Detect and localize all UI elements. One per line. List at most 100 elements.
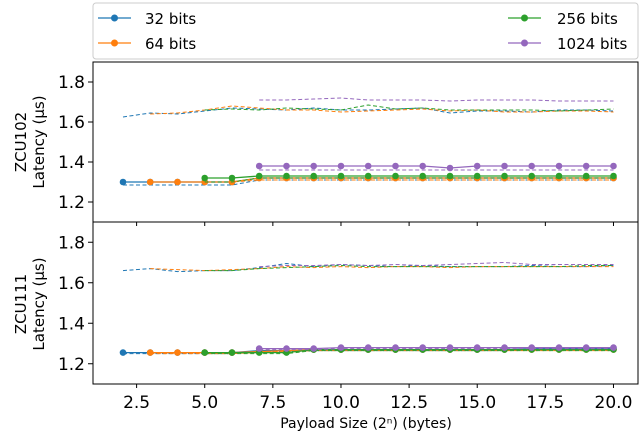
- legend-marker-1024-bits: [521, 39, 528, 47]
- panel-zcu102-ytick-4: 1.8: [58, 73, 85, 93]
- panel-zcu102-ytick-labels: 1.2 1.4 1.6 1.8: [58, 73, 85, 213]
- panel-zcu102-1024-bits-point: [528, 162, 535, 170]
- panel-zcu111-1024-bits-point: [555, 344, 563, 351]
- legend-entry-32-bits: 32 bits: [98, 10, 196, 28]
- legend-label-64-bits: 64 bits: [145, 35, 196, 53]
- panel-zcu102-32-bits-upper-dashed: [122, 107, 614, 118]
- panel-zcu111-1024-bits-point: [255, 345, 263, 352]
- panel-zcu102-64-bits-point: [146, 178, 154, 186]
- panel-zcu102: ZCU102 Latency (μs) 1.2 1.4 1.6 1.8: [12, 61, 639, 226]
- panel-zcu102-256-bits-point: [364, 172, 372, 180]
- panel-zcu102-1024-bits-point: [337, 162, 345, 170]
- panel-zcu111-1024-bits-lower-dashed: [259, 348, 614, 351]
- panel-zcu102-256-bits-point: [283, 172, 290, 180]
- panel-zcu111-256-bits-point: [201, 349, 208, 356]
- panel-zcu102-256-bits-point: [255, 172, 263, 180]
- panel-zcu111-256-bits-upper-dashed: [204, 264, 614, 272]
- panel-zcu111-1024-bits-upper-dashed: [259, 261, 614, 268]
- panel-zcu111-ylabel-line2: Latency (μs): [30, 257, 48, 350]
- panel-zcu102-256-bits-lower-dashed: [204, 177, 614, 183]
- legend-marker-256-bits: [521, 14, 528, 22]
- x-axis: 2.5 5.0 7.5 10.0 12.5 15.0 17.5 20.0 Pay…: [123, 393, 632, 432]
- panel-zcu102-256-bits-point: [337, 172, 345, 180]
- panel-zcu102-256-bits-point: [610, 172, 617, 180]
- panel-zcu102-256-bits-point: [310, 172, 318, 180]
- panel-zcu102-256-bits-point: [228, 174, 236, 182]
- panel-zcu111-ylabel-line1: ZCU111: [12, 274, 30, 334]
- legend-marker-64-bits: [111, 39, 118, 47]
- legend-label-32-bits: 32 bits: [145, 10, 196, 28]
- panel-zcu102-32-bits-point: [119, 178, 127, 186]
- panel-zcu102-ytick-2: 1.4: [58, 153, 85, 173]
- panel-zcu102-1024-bits-point: [473, 162, 481, 170]
- panel-zcu111-1024-bits-line: [259, 346, 614, 350]
- panel-zcu102-64-bits-upper-dashed: [150, 105, 614, 115]
- panel-zcu111-ytick-4: 1.8: [58, 233, 85, 253]
- legend-frame: [92, 2, 639, 60]
- xtick-label-20-0: 20.0: [595, 393, 633, 413]
- panel-zcu102-1024-bits-point: [255, 162, 263, 170]
- panel-zcu102-64-bits-lower-dashed: [150, 179, 614, 183]
- xtick-label-15-0: 15.0: [458, 393, 496, 413]
- panel-zcu111-1024-bits-point: [419, 344, 427, 351]
- panel-zcu111-32-bits-point: [119, 349, 127, 356]
- panel-zcu102-1024-bits-point: [446, 164, 454, 172]
- panel-zcu111-1024-bits-point: [337, 344, 345, 351]
- legend: 32 bits 64 bits 256 bits 1024 bits: [92, 2, 639, 60]
- panel-zcu102-1024-bits-point: [392, 162, 399, 170]
- panel-zcu111-series: [119, 261, 617, 356]
- panel-zcu102-1024-bits-point: [283, 162, 290, 170]
- panel-zcu111-1024-bits-point: [582, 344, 590, 351]
- panel-zcu111-1024-bits-point: [392, 344, 399, 351]
- panel-zcu111-1024-bits-point: [528, 344, 535, 351]
- panel-zcu111-256-bits-point: [228, 349, 236, 356]
- panel-zcu102-ytick-1: 1.2: [58, 193, 85, 213]
- xtick-label-10-0: 10.0: [322, 393, 360, 413]
- panel-zcu111-256-bits-line: [204, 348, 614, 354]
- panel-zcu102-256-bits-point: [473, 172, 481, 180]
- panel-zcu102-1024-bits-point: [419, 162, 427, 170]
- legend-label-256-bits: 256 bits: [557, 10, 618, 28]
- panel-zcu102-series: [119, 97, 617, 186]
- panel-zcu102-1024-bits-point: [364, 162, 372, 170]
- panel-zcu111-ytick-labels: 1.2 1.4 1.6 1.8: [58, 233, 85, 375]
- panel-zcu102-256-bits-point: [419, 172, 427, 180]
- panel-zcu111-1024-bits-point: [501, 344, 508, 351]
- panel-zcu111-1024-bits-point: [364, 344, 372, 351]
- x-axis-label: Payload Size (2ⁿ) (bytes): [280, 416, 452, 432]
- panel-zcu102-1024-bits-point: [582, 162, 590, 170]
- panel-zcu111-64-bits-point: [146, 349, 154, 356]
- legend-label-1024-bits: 1024 bits: [557, 35, 628, 53]
- panel-zcu102-ylabel-line2: Latency (μs): [30, 95, 48, 188]
- panel-zcu102-1024-bits-line: [259, 165, 614, 169]
- panel-zcu102-1024-bits-point: [555, 162, 563, 170]
- panel-zcu102-1024-bits-point: [310, 162, 318, 170]
- panel-zcu102-256-bits-line: [204, 175, 614, 179]
- panel-zcu102-256-bits-point: [582, 172, 590, 180]
- panel-zcu111-64-bits-point: [174, 349, 181, 356]
- legend-entry-1024-bits: 1024 bits: [508, 35, 628, 53]
- xtick-label-2-5: 2.5: [123, 393, 150, 413]
- panel-zcu111-1024-bits-point: [446, 344, 454, 351]
- panel-zcu111-1024-bits-point: [310, 345, 318, 352]
- panel-zcu111-1024-bits-point: [283, 345, 290, 352]
- xtick-label-12-5: 12.5: [390, 393, 428, 413]
- xtick-label-17-5: 17.5: [526, 393, 564, 413]
- panel-zcu102-ytick-3: 1.6: [58, 113, 85, 133]
- panel-zcu102-256-bits-point: [555, 172, 563, 180]
- panel-zcu102-256-bits-point: [392, 172, 399, 180]
- panel-zcu111-1024-bits-point: [610, 344, 617, 351]
- panel-zcu102-256-bits-point: [446, 172, 454, 180]
- legend-entry-256-bits: 256 bits: [508, 10, 618, 28]
- panel-zcu111-ytick-2: 1.4: [58, 314, 85, 334]
- panel-zcu111-frame: [92, 221, 639, 385]
- panel-zcu102-256-bits-upper-dashed: [204, 104, 614, 112]
- legend-entry-64-bits: 64 bits: [98, 35, 196, 53]
- panel-zcu111-256-bits-lower-dashed: [204, 350, 614, 355]
- panel-zcu111-1024-bits-point: [473, 344, 481, 351]
- panel-zcu111-ytick-3: 1.6: [58, 274, 85, 294]
- panel-zcu102-64-bits-point: [174, 178, 181, 186]
- panel-zcu102-256-bits-point: [201, 174, 208, 182]
- panel-zcu102-1024-bits-upper-dashed: [259, 97, 614, 102]
- legend-marker-32-bits: [111, 14, 118, 22]
